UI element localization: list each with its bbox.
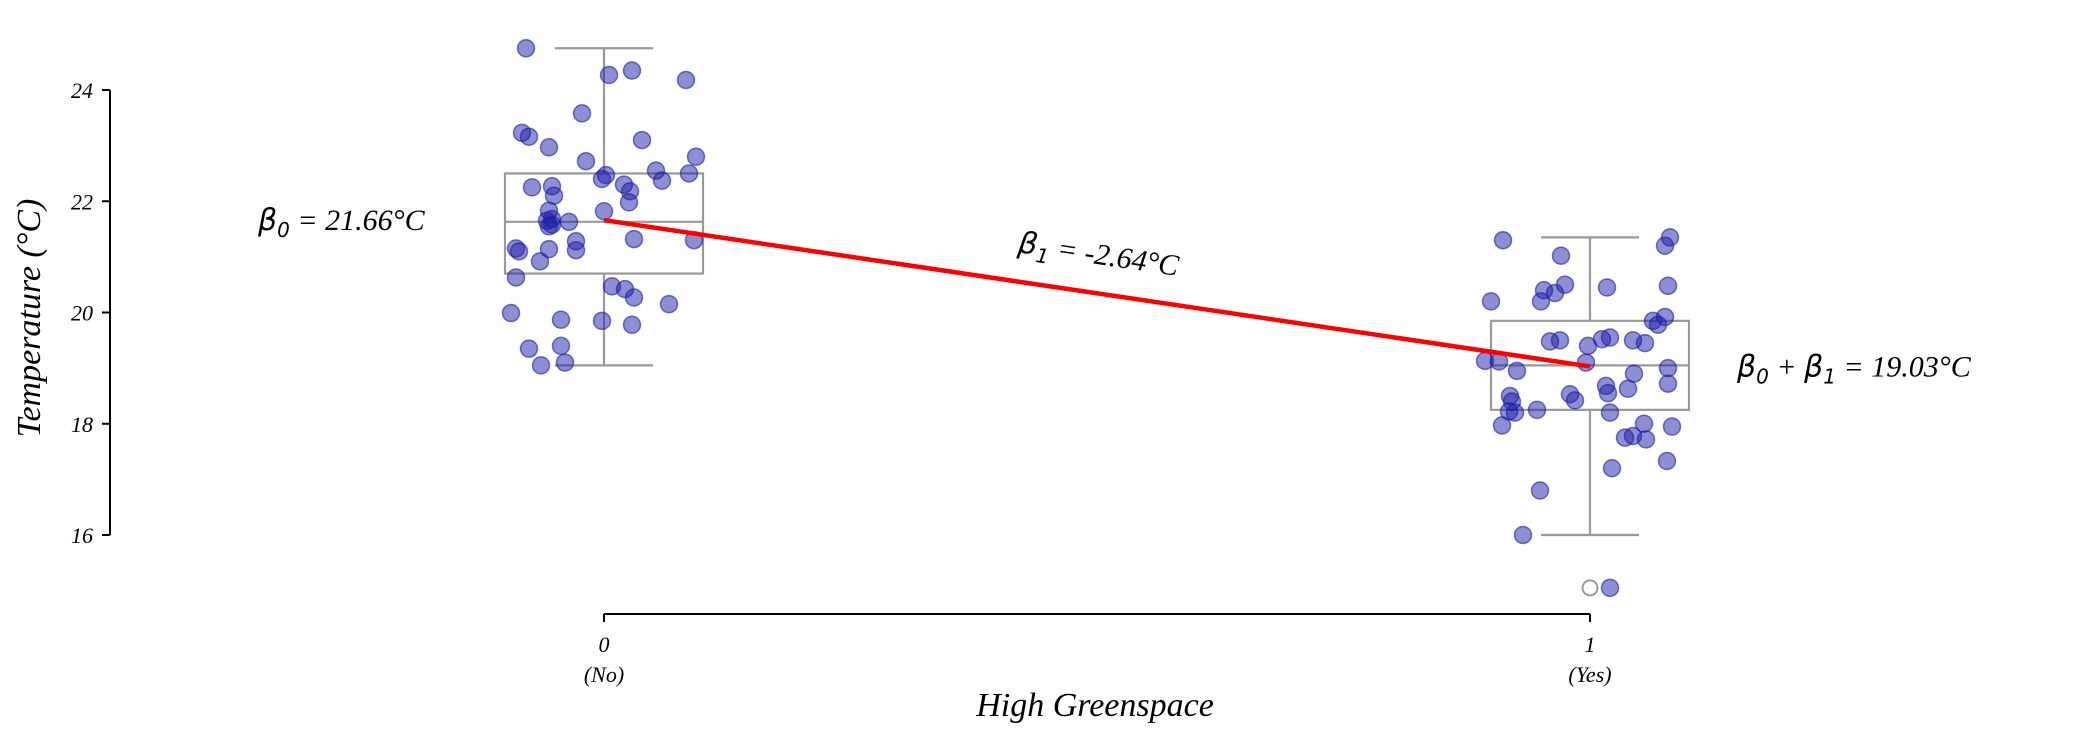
data-point (1636, 430, 1656, 449)
data-point (686, 147, 706, 166)
data-point (1658, 358, 1678, 378)
y-tick-label: 18 (71, 412, 93, 437)
data-point (1615, 428, 1635, 447)
regression-line (603, 217, 1591, 369)
data-point (1598, 383, 1618, 403)
data-point (624, 288, 644, 307)
data-point (622, 315, 642, 334)
y-tick-label: 20 (71, 301, 93, 326)
data-point (619, 193, 639, 212)
annotation-intercept-plus-slope: β0 + β1 = 19.03°C (1736, 349, 1972, 388)
data-point (531, 356, 551, 375)
data-point (1635, 333, 1655, 353)
annotation-intercept: β0 = 21.66°C (257, 203, 426, 242)
data-point (1648, 315, 1668, 334)
x-tick-sublabel: (Yes) (1568, 662, 1611, 687)
x-tick-sublabel: (No) (584, 662, 624, 687)
data-point (1658, 276, 1678, 296)
x-tick-label: 1 (1585, 632, 1596, 657)
jitter-points (501, 39, 1682, 598)
data-point (1530, 481, 1550, 500)
data-point (519, 127, 539, 146)
data-point (592, 311, 612, 331)
data-point (599, 65, 619, 85)
data-point (551, 310, 571, 329)
data-point (1545, 283, 1565, 303)
data-point (572, 104, 592, 123)
data-point (1493, 230, 1513, 250)
data-point (1658, 374, 1678, 393)
data-point (1600, 403, 1620, 422)
data-point (1565, 391, 1585, 410)
data-point (1662, 417, 1682, 436)
data-point (1481, 292, 1501, 311)
y-tick-label: 16 (71, 523, 93, 548)
data-point (1527, 400, 1547, 420)
data-point (1576, 353, 1596, 372)
data-point (659, 294, 679, 314)
data-point (1655, 236, 1675, 255)
data-point (1513, 525, 1533, 545)
data-point (1597, 278, 1617, 297)
data-point (522, 178, 542, 197)
y-tick-label: 24 (71, 78, 93, 103)
data-point (622, 61, 642, 80)
y-axis-label: Temperature (°C) (11, 199, 48, 438)
data-point (576, 151, 596, 171)
data-point (501, 303, 521, 323)
data-point (592, 169, 612, 189)
axes: 16 18 20 22 24 0 (No) 1 (Yes) (71, 78, 1612, 687)
data-point (506, 268, 526, 287)
data-point (632, 130, 652, 150)
x-tick-label: 0 (599, 632, 610, 657)
x-axis-label: High Greenspace (975, 687, 1214, 724)
data-point (679, 164, 699, 183)
data-point (1505, 403, 1525, 422)
annotation-slope: β1 = -2.64°C (1014, 225, 1182, 288)
data-point (559, 212, 579, 232)
data-point (1507, 361, 1527, 381)
data-point (555, 353, 575, 372)
data-point (1540, 332, 1560, 351)
data-point (1600, 578, 1620, 598)
data-point (652, 171, 672, 190)
data-point (676, 70, 696, 90)
box-plots (503, 47, 1691, 597)
box-outlier (1581, 579, 1599, 597)
data-point (1551, 246, 1571, 266)
data-point (1618, 379, 1638, 398)
data-point (1492, 416, 1512, 435)
data-point (1657, 451, 1677, 471)
data-point (530, 252, 550, 271)
data-point (516, 39, 536, 58)
data-point (539, 217, 559, 236)
data-point (539, 239, 559, 259)
data-point (551, 336, 571, 356)
data-point (594, 202, 614, 221)
data-point (1531, 292, 1551, 311)
data-point (624, 229, 644, 249)
regression-line-group (603, 217, 1591, 369)
data-point (1578, 336, 1598, 356)
y-tick-label: 22 (71, 189, 93, 214)
data-point (1602, 459, 1622, 478)
data-point (566, 240, 586, 260)
data-point (509, 242, 529, 261)
data-point (519, 339, 539, 358)
data-point (539, 138, 559, 157)
